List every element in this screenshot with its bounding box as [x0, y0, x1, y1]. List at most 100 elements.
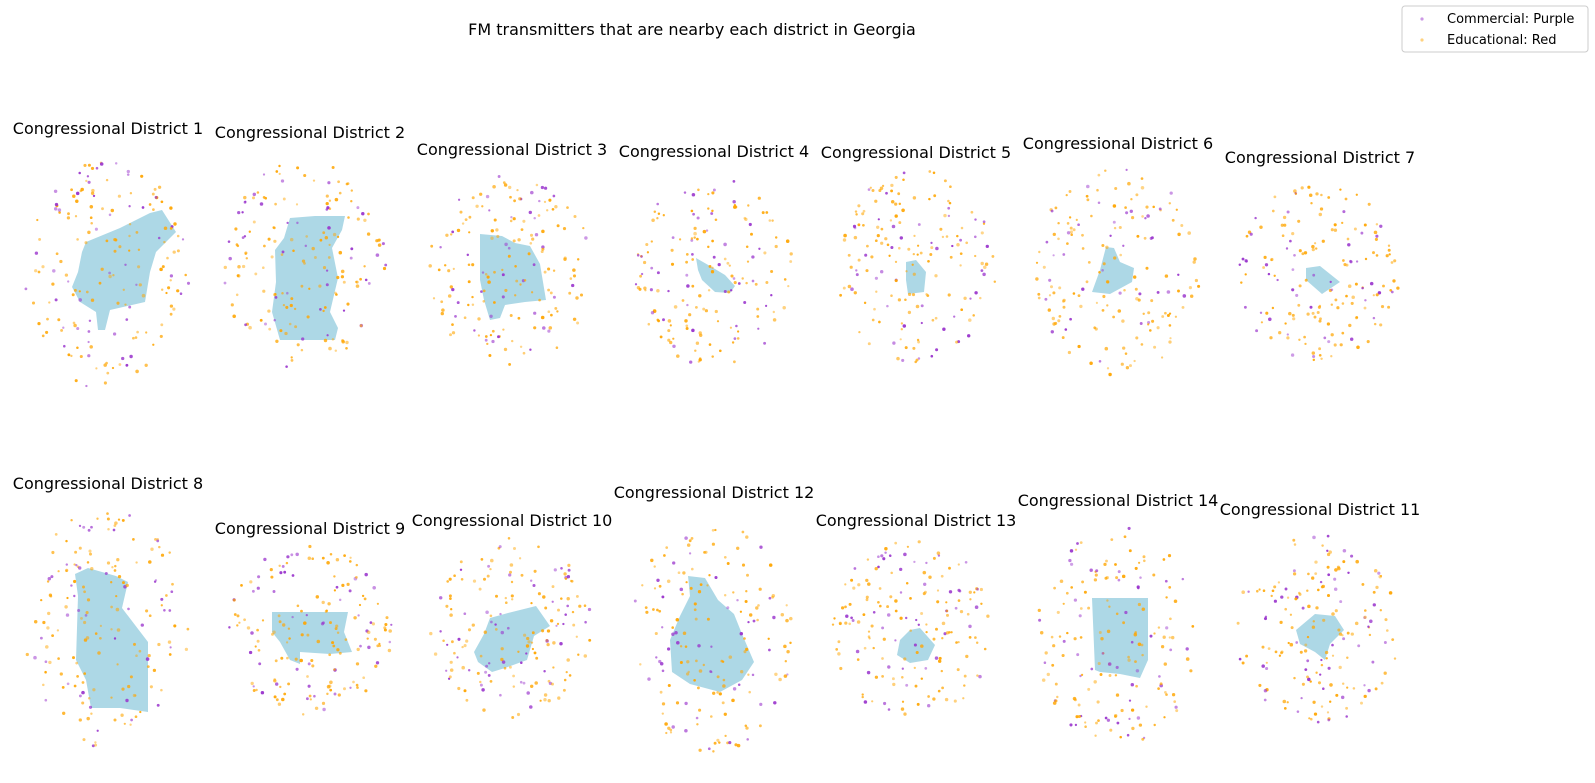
educational-transmitter-point [1058, 286, 1062, 290]
educational-transmitter-point [744, 217, 748, 222]
educational-transmitter-point [890, 189, 894, 193]
educational-transmitter-point [1102, 294, 1106, 299]
commercial-transmitter-point [882, 557, 886, 561]
commercial-transmitter-point [338, 598, 342, 602]
educational-transmitter-point [785, 239, 790, 243]
commercial-transmitter-point [571, 283, 575, 288]
district-panel: Congressional District 1 [13, 119, 203, 388]
educational-transmitter-point [721, 660, 725, 663]
commercial-transmitter-point [855, 273, 859, 277]
educational-transmitter-point [285, 305, 289, 309]
educational-transmitter-point [533, 326, 537, 330]
educational-transmitter-point [551, 585, 555, 589]
educational-transmitter-point [898, 246, 901, 250]
commercial-transmitter-point [587, 607, 592, 612]
educational-transmitter-point [547, 310, 551, 314]
educational-transmitter-point [1308, 717, 1311, 720]
educational-transmitter-point [741, 563, 746, 567]
educational-transmitter-point [786, 649, 790, 654]
commercial-transmitter-point [128, 514, 131, 517]
educational-transmitter-point [1054, 682, 1058, 686]
commercial-transmitter-point [1322, 687, 1325, 690]
educational-transmitter-point [493, 270, 496, 274]
educational-transmitter-point [543, 200, 547, 204]
educational-transmitter-point [1038, 250, 1041, 254]
educational-transmitter-point [1037, 296, 1041, 300]
commercial-transmitter-point [145, 657, 150, 661]
educational-transmitter-point [60, 328, 64, 332]
educational-transmitter-point [959, 252, 963, 256]
educational-transmitter-point [135, 369, 139, 374]
educational-transmitter-point [1331, 654, 1335, 657]
educational-transmitter-point [482, 577, 487, 581]
commercial-transmitter-point [439, 245, 442, 249]
educational-transmitter-point [847, 284, 852, 289]
educational-transmitter-point [1281, 234, 1285, 238]
educational-transmitter-point [549, 619, 554, 623]
commercial-transmitter-point [327, 181, 331, 185]
educational-transmitter-point [500, 647, 504, 651]
educational-transmitter-point [1115, 576, 1119, 580]
educational-transmitter-point [471, 196, 475, 200]
commercial-transmitter-point [44, 698, 48, 702]
commercial-transmitter-point [466, 253, 470, 257]
commercial-transmitter-point [902, 324, 907, 328]
educational-transmitter-point [508, 185, 512, 190]
commercial-transmitter-point [567, 568, 571, 572]
educational-transmitter-point [697, 188, 700, 192]
educational-transmitter-point [279, 685, 282, 689]
educational-transmitter-point [157, 185, 162, 189]
educational-transmitter-point [867, 342, 871, 346]
educational-transmitter-point [254, 272, 258, 276]
commercial-transmitter-point [257, 575, 261, 579]
educational-transmitter-point [311, 246, 315, 251]
educational-transmitter-point [755, 606, 759, 610]
commercial-transmitter-point [982, 272, 986, 277]
commercial-transmitter-point [1076, 542, 1079, 545]
commercial-transmitter-point [1243, 305, 1247, 309]
educational-transmitter-point [711, 528, 715, 532]
educational-transmitter-point [471, 623, 475, 627]
educational-transmitter-point [758, 587, 762, 591]
educational-transmitter-point [1346, 686, 1349, 689]
educational-transmitter-point [696, 686, 700, 690]
educational-transmitter-point [432, 297, 436, 300]
educational-transmitter-point [1145, 205, 1149, 209]
commercial-transmitter-point [1130, 640, 1134, 644]
educational-transmitter-point [122, 288, 125, 291]
district-shape [1296, 614, 1344, 660]
educational-transmitter-point [697, 590, 702, 594]
educational-transmitter-point [105, 178, 109, 182]
educational-transmitter-point [255, 688, 258, 692]
educational-transmitter-point [273, 695, 277, 699]
educational-transmitter-point [123, 722, 126, 725]
educational-transmitter-point [1059, 579, 1064, 584]
commercial-transmitter-point [1101, 269, 1104, 272]
educational-transmitter-point [516, 712, 521, 717]
educational-transmitter-point [1127, 181, 1131, 186]
educational-transmitter-point [1053, 586, 1056, 590]
educational-transmitter-point [509, 314, 513, 317]
commercial-transmitter-point [917, 223, 921, 226]
educational-transmitter-point [117, 574, 122, 579]
educational-transmitter-point [256, 628, 259, 632]
educational-transmitter-point [165, 291, 168, 295]
educational-transmitter-point [653, 210, 657, 213]
educational-transmitter-point [523, 633, 527, 637]
educational-transmitter-point [588, 638, 592, 642]
commercial-transmitter-point [877, 218, 880, 221]
educational-transmitter-point [1057, 237, 1060, 241]
educational-transmitter-point [329, 621, 332, 625]
commercial-transmitter-point [1301, 606, 1305, 610]
educational-transmitter-point [132, 336, 135, 340]
commercial-transmitter-point [729, 289, 733, 292]
educational-transmitter-point [1293, 543, 1297, 546]
educational-transmitter-point [974, 254, 977, 258]
commercial-transmitter-point [375, 253, 380, 257]
educational-transmitter-point [449, 597, 452, 600]
educational-transmitter-point [548, 326, 553, 330]
educational-transmitter-point [708, 343, 712, 346]
educational-transmitter-point [57, 657, 60, 660]
commercial-transmitter-point [1293, 253, 1296, 257]
educational-transmitter-point [85, 290, 89, 294]
